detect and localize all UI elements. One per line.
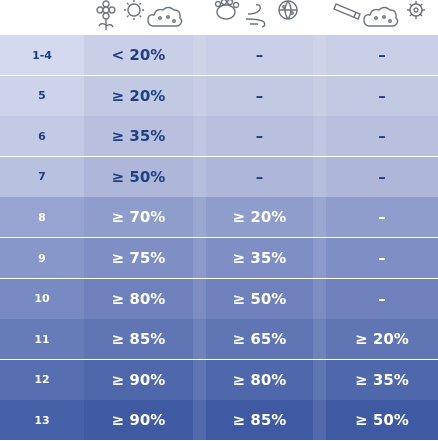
column-gap [313,197,326,238]
value-col2: – [255,167,264,186]
value-col3: – [378,86,386,105]
pencil-cloud-gear-icons [333,1,425,27]
level-label-bg [0,75,84,116]
value-col3: – [378,46,386,64]
level-label-bg [0,197,84,238]
value-col3: ≥ 20% [355,330,409,349]
column-gap [313,359,326,400]
level-label: 1-4 [32,48,52,62]
column-gap [313,116,326,157]
value-col3: ≥ 35% [355,370,409,389]
level-label: 12 [34,373,50,387]
column-gap [193,359,206,400]
value-col3: – [378,208,386,227]
value-col1: ≥ 50% [111,167,166,186]
value-col3: ≥ 50% [355,411,409,430]
value-col3: – [378,127,386,146]
gear-icon [407,1,425,19]
value-col1: ≥ 35% [111,127,166,146]
level-label-bg [0,400,84,441]
value-col1: ≥ 75% [111,249,166,267]
value-col2: ≥ 85% [232,411,287,430]
column-gap [193,278,206,319]
value-col2: ≥ 35% [232,249,287,267]
column-gap [313,319,326,360]
wind-icon [245,4,266,28]
column-gap [313,238,326,278]
level-label: 9 [38,251,46,265]
table-row: 9 ≥ 75% ≥ 35% – [0,238,438,278]
value-col2: ≥ 65% [232,330,287,349]
table-header [0,0,438,35]
level-label: 6 [38,129,46,143]
value-col3: – [378,249,386,267]
column-gap [313,75,326,116]
value-col2: – [255,127,264,146]
table-row: 6 ≥ 35% – – [0,116,438,157]
table-row: 1-4 < 20% – – [0,35,438,75]
table-row: 10 ≥ 80% ≥ 50% – [0,278,438,319]
column-gap [313,156,326,197]
cloud-icon [363,6,399,27]
value-col1: ≥ 80% [111,289,166,308]
level-label-bg [0,238,84,278]
flower-sun-cloud-icons [96,0,183,30]
level-label: 10 [34,292,50,306]
header-icons-col1 [90,0,190,35]
cloud-icon [147,6,183,27]
level-label: 7 [38,170,46,184]
column-gap [193,156,206,197]
pencil-icon [333,3,361,20]
value-col3: – [378,167,386,186]
level-label-bg [0,156,84,197]
table-row: 7 ≥ 50% – – [0,156,438,197]
sun-icon [124,0,144,20]
level-label: 11 [34,332,50,346]
level-label: 5 [38,89,46,103]
value-col1: ≥ 20% [111,86,166,105]
level-label-bg [0,35,84,75]
level-label-bg [0,359,84,400]
table-row: 13 ≥ 90% ≥ 85% ≥ 50% [0,400,438,441]
value-col2: ≥ 80% [232,370,287,389]
value-col2: – [255,46,264,64]
paw-wind-globe-icons [214,0,298,28]
value-col1: < 20% [111,46,166,64]
column-gap [193,238,206,278]
header-icons-col3 [330,0,434,35]
level-label: 8 [38,210,46,224]
level-label: 13 [34,413,50,427]
column-gap [193,75,206,116]
flower-icon [96,0,116,30]
value-col2: – [255,86,264,105]
column-gap [193,197,206,238]
value-col2: ≥ 50% [232,289,287,308]
table-row: 5 ≥ 20% – – [0,75,438,116]
paw-icon [214,0,240,20]
table-row: 11 ≥ 85% ≥ 65% ≥ 20% [0,319,438,360]
value-col2: ≥ 20% [232,208,287,227]
value-col1: ≥ 90% [111,370,166,389]
column-gap [193,400,206,441]
level-label-bg [0,116,84,157]
column-gap [313,400,326,441]
value-col1: ≥ 85% [111,330,166,349]
value-col3: – [378,289,386,308]
column-gap [313,35,326,75]
value-col1: ≥ 70% [111,208,166,227]
column-gap [193,35,206,75]
column-gap [193,319,206,360]
table-row: 12 ≥ 90% ≥ 80% ≥ 35% [0,359,438,400]
header-icons-col2 [208,0,308,35]
column-gap [193,116,206,157]
level-label-bg [0,319,84,360]
table-row: 8 ≥ 70% ≥ 20% – [0,197,438,238]
globe-icon [278,0,298,20]
level-label-bg [0,278,84,319]
column-gap [313,278,326,319]
value-col1: ≥ 90% [111,411,166,430]
